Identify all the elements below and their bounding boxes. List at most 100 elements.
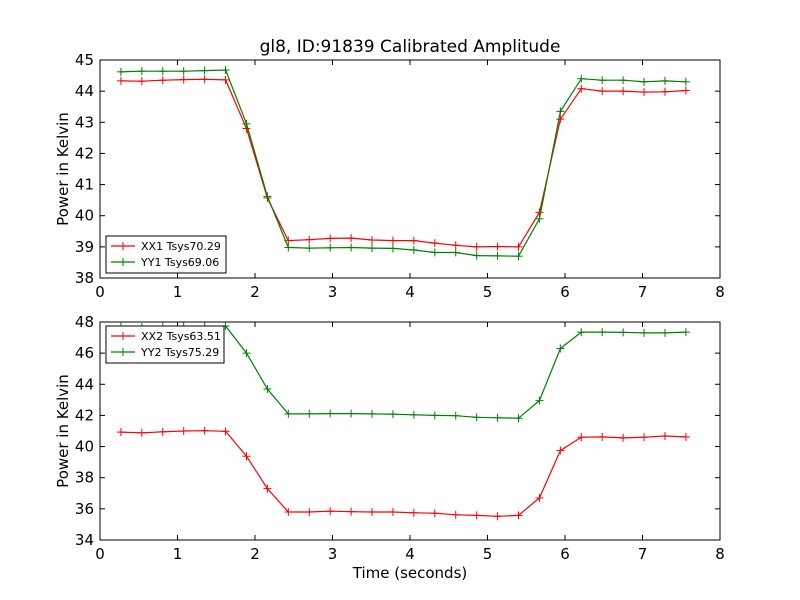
data-point: [137, 428, 146, 437]
legend: XX1 Tsys70.29 YY1 Tsys69.06: [105, 235, 227, 274]
data-point: [179, 67, 188, 76]
data-point: [430, 509, 439, 518]
legend-label: YY2 Tsys75.29: [140, 346, 219, 359]
y-tick-label: 40: [75, 207, 94, 225]
data-point: [409, 508, 418, 517]
x-axis-label: Time (seconds): [352, 564, 468, 582]
data-point: [514, 252, 523, 261]
legend: XX2 Tsys63.51 YY2 Tsys75.29: [105, 325, 225, 364]
x-tick-label: 5: [483, 283, 493, 301]
data-point: [472, 413, 481, 422]
data-point: [242, 452, 251, 461]
data-point: [116, 428, 125, 437]
x-tick-label: 3: [328, 283, 338, 301]
data-point: [179, 75, 188, 84]
data-point: [284, 507, 293, 516]
data-point: [577, 328, 586, 337]
y-tick-label: 39: [75, 238, 94, 256]
data-point: [556, 107, 565, 116]
x-tick-label: 5: [483, 545, 493, 563]
data-point: [451, 411, 460, 420]
data-point: [681, 77, 690, 86]
data-point: [556, 115, 565, 124]
chart-title: gl8, ID:91839 Calibrated Amplitude: [260, 37, 561, 57]
y-axis-label: Power in Kelvin: [54, 112, 72, 226]
x-tick-label: 2: [250, 283, 260, 301]
data-point: [472, 511, 481, 520]
data-point: [619, 433, 628, 442]
data-point: [347, 234, 356, 243]
series-line: [120, 78, 686, 248]
data-point: [284, 243, 293, 252]
data-point: [347, 507, 356, 516]
data-point: [388, 236, 397, 245]
data-point: [326, 409, 335, 418]
y-tick-label: 46: [75, 344, 94, 362]
data-point: [326, 243, 335, 252]
data-point: [368, 507, 377, 516]
data-point: [556, 446, 565, 455]
data-point: [284, 409, 293, 418]
data-point: [388, 410, 397, 419]
data-point: [158, 76, 167, 85]
data-point: [493, 512, 502, 521]
x-tick-label: 6: [560, 545, 570, 563]
data-point: [660, 76, 669, 85]
data-point: [598, 87, 607, 96]
y-tick-label: 38: [75, 469, 94, 487]
series-line: [120, 430, 686, 517]
data-point: [305, 235, 314, 244]
data-point: [451, 510, 460, 519]
data-point: [514, 511, 523, 520]
data-point: [640, 88, 649, 97]
data-point: [305, 244, 314, 253]
data-point: [263, 384, 272, 393]
data-point: [619, 87, 628, 96]
x-tick-label: 4: [405, 545, 415, 563]
data-point: [137, 67, 146, 76]
legend-label: XX1 Tsys70.29: [141, 240, 221, 253]
data-point: [158, 427, 167, 436]
series-line: [120, 69, 686, 257]
x-tick-label: 8: [715, 545, 725, 563]
data-point: [388, 507, 397, 516]
plot-frame: [99, 59, 721, 279]
y-axis-label: Power in Kelvin: [54, 374, 72, 488]
data-point: [368, 244, 377, 253]
data-point: [137, 77, 146, 86]
data-point: [305, 409, 314, 418]
data-point: [221, 427, 230, 436]
data-point: [242, 119, 251, 128]
data-point: [409, 410, 418, 419]
data-point: [598, 328, 607, 337]
y-tick-label: 36: [75, 500, 94, 518]
x-tick-label: 0: [95, 283, 105, 301]
y-tick-label: 40: [75, 438, 94, 456]
data-point: [179, 427, 188, 435]
data-point: [368, 409, 377, 418]
x-tick-label: 0: [95, 545, 105, 563]
data-point: [660, 328, 669, 337]
data-point: [535, 493, 544, 502]
data-point: [242, 349, 251, 358]
data-point: [347, 409, 356, 418]
data-point: [388, 244, 397, 253]
data-point: [326, 507, 335, 516]
data-point: [535, 214, 544, 223]
y-tick-label: 44: [75, 82, 94, 100]
data-point: [451, 248, 460, 257]
data-point: [619, 328, 628, 337]
data-point: [368, 236, 377, 245]
y-tick-label: 41: [75, 176, 94, 194]
data-point: [493, 242, 502, 251]
data-point: [158, 67, 167, 76]
data-point: [640, 433, 649, 442]
legend-label: XX2 Tsys63.51: [141, 330, 221, 343]
legend-item: YY2 Tsys75.29: [111, 346, 219, 359]
data-point: [409, 236, 418, 245]
data-point: [598, 432, 607, 441]
data-point: [430, 248, 439, 257]
data-point: [640, 77, 649, 86]
data-point: [200, 75, 209, 84]
